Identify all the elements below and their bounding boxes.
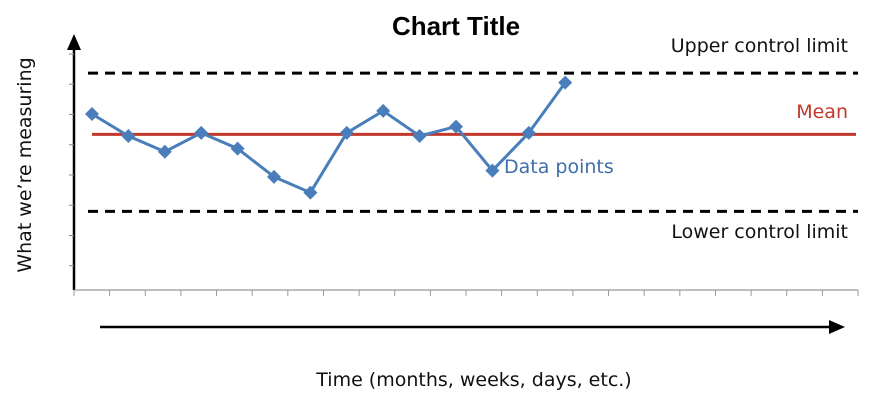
y-axis-title: What we’re measuring <box>14 57 36 272</box>
data-point <box>449 119 463 134</box>
time-arrow-head <box>829 320 845 334</box>
data-points-label: Data points <box>504 156 614 178</box>
data-point <box>521 125 536 140</box>
data-point <box>230 141 245 156</box>
data-points <box>85 75 573 200</box>
data-point <box>85 107 99 121</box>
data-point <box>303 185 318 200</box>
y-axis <box>67 34 81 290</box>
y-axis-arrow-head <box>67 34 81 50</box>
data-point <box>485 163 500 178</box>
x-axis-title: Time (months, weeks, days, etc.) <box>315 369 631 391</box>
data-point <box>121 129 136 143</box>
lower-control-limit-label: Lower control limit <box>671 221 848 243</box>
data-point <box>267 169 281 184</box>
data-point <box>412 129 427 143</box>
mean-label: Mean <box>796 101 848 123</box>
data-point <box>339 125 354 140</box>
data-point <box>376 103 391 118</box>
data-point <box>558 75 573 90</box>
x-axis <box>73 289 859 296</box>
chart-title: Chart Title <box>392 11 520 41</box>
upper-control-limit-label: Upper control limit <box>671 35 848 57</box>
data-point <box>194 125 209 140</box>
series-line <box>91 81 567 195</box>
data-point <box>157 144 172 159</box>
